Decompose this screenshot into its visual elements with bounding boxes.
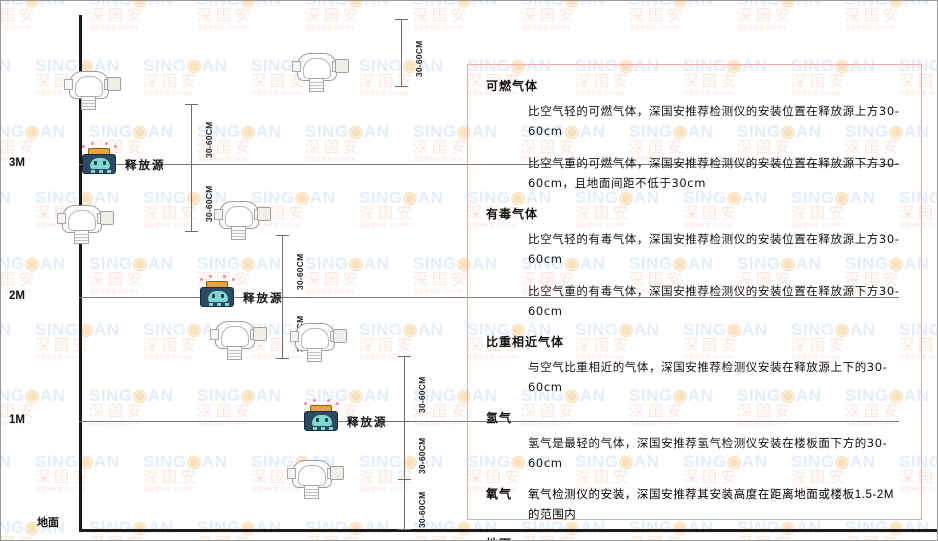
guideline-section-toxic: 有毒气体比空气轻的有毒气体，深国安推荐检测仪的安装位置在释放源上方30-60cm… (482, 205, 905, 321)
level-line (79, 421, 899, 422)
guidelines-panel: 可燃气体比空气轻的可燃气体，深国安推荐检测仪的安装位置在释放源上方30-60cm… (467, 64, 922, 540)
guideline-section-combustible: 可燃气体比空气轻的可燃气体，深国安推荐检测仪的安装位置在释放源上方30-60cm… (482, 77, 905, 193)
leader-line (386, 421, 408, 422)
dimension-line (191, 164, 192, 231)
release-source-label: 释放源 (243, 293, 284, 305)
section-heading: 可燃气体 (486, 79, 539, 93)
gas-detector-icon (291, 49, 349, 93)
level-line (79, 164, 899, 165)
dimension-label: 30-60CM (204, 121, 214, 158)
dimension-tick (398, 479, 411, 480)
section-text: 比空气轻的有毒气体，深国安推荐检测仪的安装位置在释放源上方30-60cm (528, 232, 900, 266)
dimension-tick (398, 529, 411, 530)
guideline-section-oxygen: 氧气 氧气检测仪的安装，深国安推荐其安装高度在距离地面或楼板1.5-2M的范围内 (486, 485, 905, 525)
dimension-line (401, 19, 402, 86)
release-source-label: 释放源 (347, 417, 388, 429)
dimension-tick (398, 356, 411, 357)
release-source-icon (79, 142, 119, 176)
ground-label: 地面 (37, 517, 59, 529)
dimension-tick (185, 231, 198, 232)
gas-detector-icon (63, 67, 121, 111)
ground-line (79, 529, 937, 532)
release-source-label: 释放源 (125, 160, 166, 172)
dimension-line (404, 479, 405, 529)
dimension-line (191, 104, 192, 164)
gas-detector-icon (56, 201, 114, 245)
dimension-line (282, 235, 283, 297)
gas-detector-icon (286, 456, 344, 500)
dimension-tick (395, 19, 408, 20)
dimension-tick (276, 358, 289, 359)
section-text: 氢气是最轻的气体，深国安推荐氢气检测仪安装在楼板面下方的30-60cm (528, 436, 888, 470)
dimension-label: 30-60CM (295, 253, 305, 290)
section-text: 比空气轻的可燃气体，深国安推荐检测仪的安装位置在释放源上方30-60cm (528, 104, 900, 138)
leader-line (297, 297, 307, 298)
section-text: 比空气重的有毒气体，深国安推荐检测仪的安装位置在释放源下方30-60cm (528, 284, 900, 318)
release-source-icon (197, 275, 237, 309)
gas-detector-icon (213, 197, 271, 241)
axis-label: 1M (9, 414, 25, 426)
section-text: 与空气比重相近的气体，深国安推荐检测仪安装在释放源上下的30-60cm (528, 360, 888, 394)
dimension-label: 30-60CM (417, 376, 427, 413)
section-heading: 地面 (486, 535, 905, 540)
guideline-section-similar-density: 比重相近气体与空气比重相近的气体，深国安推荐检测仪安装在释放源上下的30-60c… (482, 333, 905, 397)
guideline-section-hydrogen: 氢气氢气是最轻的气体，深国安推荐氢气检测仪安装在楼板面下方的30-60cm (482, 409, 905, 473)
section-text: 氧气检测仪的安装，深国安推荐其安装高度在距离地面或楼板1.5-2M的范围内 (528, 489, 895, 521)
dimension-line (282, 297, 283, 358)
section-heading: 氢气 (486, 411, 513, 425)
axis-label: 2M (9, 290, 25, 302)
gas-detector-icon (289, 319, 347, 363)
guideline-section-ground: 地面检测仪地面间距，深国安推荐在30-60cm，且不得小于30cm，因为过低容易… (482, 535, 905, 540)
section-text: 比空气重的可燃气体，深国安推荐检测仪的安装位置在释放源下方30-60cm，且地面… (528, 156, 900, 190)
dimension-line (404, 421, 405, 479)
release-source-icon (301, 399, 341, 433)
dimension-tick (185, 164, 198, 165)
dimension-label: 30-60CM (417, 491, 427, 528)
dimension-tick (276, 297, 289, 298)
dimension-tick (395, 86, 408, 87)
dimension-line (404, 356, 405, 421)
vertical-axis (79, 15, 82, 529)
gas-detector-icon (209, 317, 267, 361)
dimension-label: 30-60CM (417, 437, 427, 474)
section-heading: 有毒气体 (486, 207, 539, 221)
axis-label: 3M (9, 157, 25, 169)
level-line (79, 297, 899, 298)
section-heading: 氧气 (486, 487, 513, 501)
section-heading: 比重相近气体 (486, 335, 565, 349)
dimension-tick (185, 104, 198, 105)
dimension-label: 30-60CM (414, 40, 424, 77)
dimension-tick (276, 235, 289, 236)
